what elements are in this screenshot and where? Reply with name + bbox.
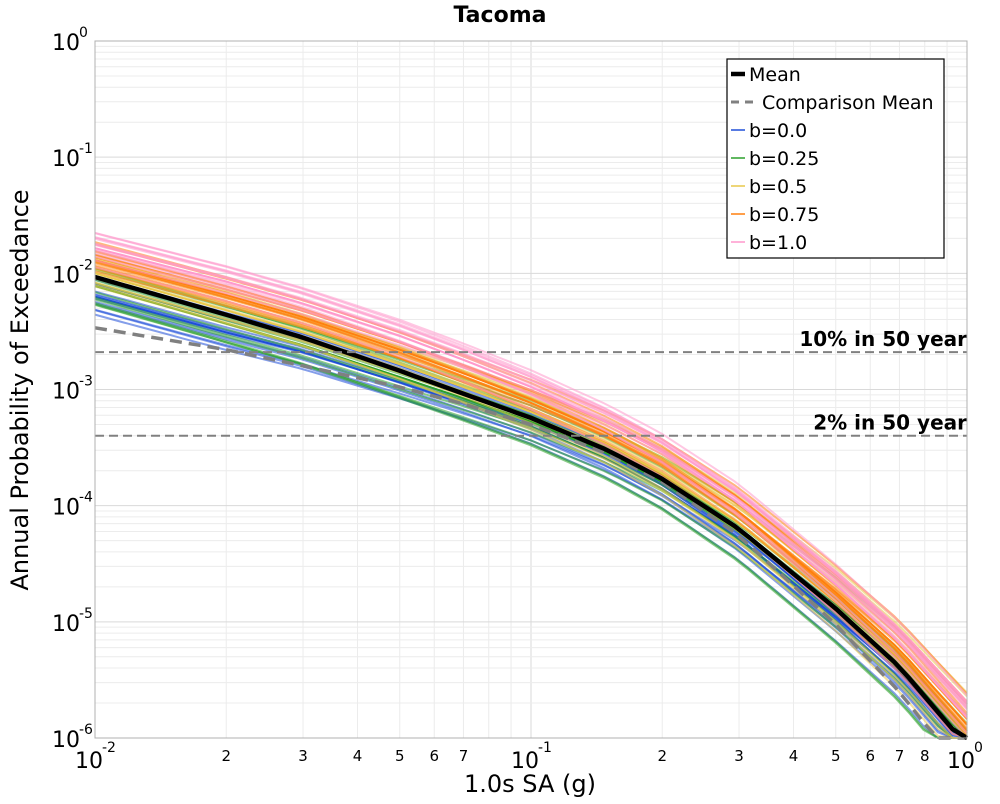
x-minor-tick-label: 6 [430,747,440,765]
series-realization-line [94,252,968,734]
y-tick-exponent: -3 [79,374,93,390]
series-realization-line [94,243,968,716]
y-tick-label: 10 [52,147,80,172]
legend: Mean Comparison Mean b=0.0 b=0.25 b=0.5 b=0.7… [726,58,945,259]
x-tick-label: 10 [947,749,975,774]
legend-box [726,58,945,259]
series-realization-line [94,303,967,739]
x-minor-tick-label: 3 [298,747,308,765]
series-realization-line [94,284,967,739]
series-realization-line [94,236,968,710]
legend-label: b=0.75 [749,204,819,226]
reference-line-label: 2% in 50 year [813,411,967,435]
legend-label: b=1.0 [749,232,807,254]
y-tick-label: 10 [52,612,80,637]
x-minor-tick-label: 6 [866,747,876,765]
x-minor-tick-label: 5 [831,747,841,765]
y-axis-label: Annual Probability of Exceedance [6,189,34,590]
series-group [94,231,968,739]
x-minor-tick-label: 4 [789,747,799,765]
x-tick-exponent: -1 [538,740,552,756]
legend-label: b=0.0 [749,120,807,142]
series-realization-line [94,231,968,697]
x-minor-tick-label: 8 [920,747,930,765]
series-realization-line [94,285,967,739]
legend-label: b=0.5 [749,176,807,198]
comparison-mean-line [94,326,967,740]
reference-line-label: 10% in 50 year [799,327,967,351]
y-tick-exponent: -1 [79,141,93,157]
x-minor-tick-label: 7 [459,747,469,765]
series-realization-line [94,298,968,739]
series-line [94,259,968,726]
x-tick-exponent: 0 [974,740,983,756]
y-tick-exponent: -5 [79,606,93,622]
x-axis-label: 1.0s SA (g) [464,770,596,798]
chart-title: Tacoma [454,3,547,28]
series-realization-line [94,266,968,739]
series-realization-line [94,302,967,739]
y-tick-exponent: -6 [79,722,93,738]
y-tick-label: 10 [52,31,80,56]
x-tick-label: 10 [75,749,103,774]
reference-lines: 10% in 50 year 2% in 50 year [95,327,967,437]
x-minor-tick-label: 3 [734,747,744,765]
legend-label: Mean [749,64,801,86]
x-minor-tick-label: 2 [221,747,231,765]
y-tick-label: 10 [52,496,80,521]
x-minor-tick-label: 4 [353,747,363,765]
series-lines [94,231,969,740]
y-tick-label: 10 [52,263,80,288]
y-tick-exponent: -2 [79,257,93,273]
legend-label: b=0.25 [749,148,819,170]
plot-frame [94,40,968,739]
mean-line [94,274,969,740]
y-tick-label: 10 [52,380,80,405]
series-realization-line [94,259,968,707]
x-minor-tick-label: 2 [657,747,667,765]
y-tick-exponent: 0 [79,25,88,41]
x-tick-label: 10 [511,749,539,774]
x-tick-exponent: -2 [102,740,116,756]
y-tick-exponent: -4 [79,490,93,506]
series-realization-line [94,255,968,705]
x-minor-tick-label: 7 [895,747,905,765]
legend-label: Comparison Mean [762,92,934,114]
x-minor-tick-label: 5 [395,747,405,765]
y-tick-label: 10 [52,728,80,753]
series-line [94,247,968,719]
